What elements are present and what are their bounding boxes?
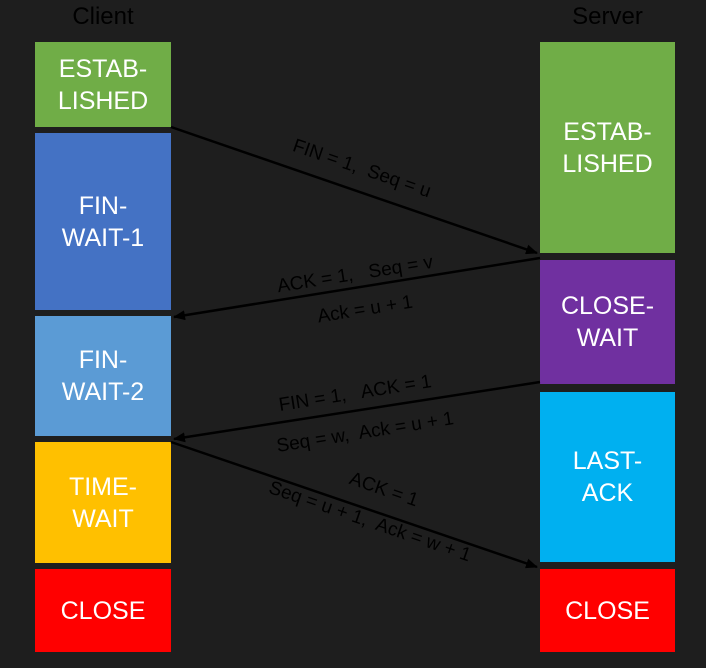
fin-arrow-client-to-server <box>170 125 538 255</box>
server-state-last-ack: LAST- ACK <box>540 392 675 562</box>
server-state-established: ESTAB- LISHED <box>540 42 675 253</box>
fin-arrow-server-to-client <box>173 380 541 443</box>
ack-arrow-server-to-client <box>173 256 541 321</box>
client-state-time-wait: TIME- WAIT <box>35 442 171 563</box>
server-state-close-wait: CLOSE- WAIT <box>540 260 675 384</box>
msg-2-line-2: Ack = u + 1 <box>316 292 414 328</box>
msg-3-line-1: FIN = 1, ACK = 1 <box>277 371 433 416</box>
client-state-fin-wait-2: FIN- WAIT-2 <box>35 316 171 436</box>
server-state-close: CLOSE <box>540 569 675 652</box>
client-state-close: CLOSE <box>35 569 171 652</box>
client-state-fin-wait-1: FIN- WAIT-1 <box>35 133 171 310</box>
server-title: Server <box>572 3 643 30</box>
client-title: Client <box>72 3 134 30</box>
msg-3-line-2: Seq = w, Ack = u + 1 <box>275 408 455 457</box>
msg-2-line-1: ACK = 1, Seq = v <box>276 252 435 297</box>
client-state-established: ESTAB- LISHED <box>35 42 171 127</box>
ack-arrow-client-to-server <box>170 440 538 569</box>
